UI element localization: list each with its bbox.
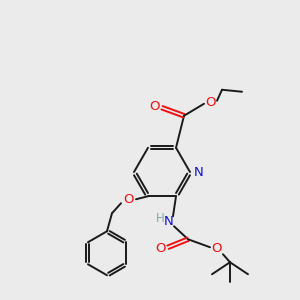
Text: H: H [156,212,164,225]
Text: O: O [124,193,134,206]
Text: O: O [150,100,160,113]
Text: N: N [194,166,204,178]
Text: N: N [164,215,174,228]
Text: O: O [206,96,216,109]
Text: O: O [156,242,166,255]
Text: O: O [212,242,222,255]
